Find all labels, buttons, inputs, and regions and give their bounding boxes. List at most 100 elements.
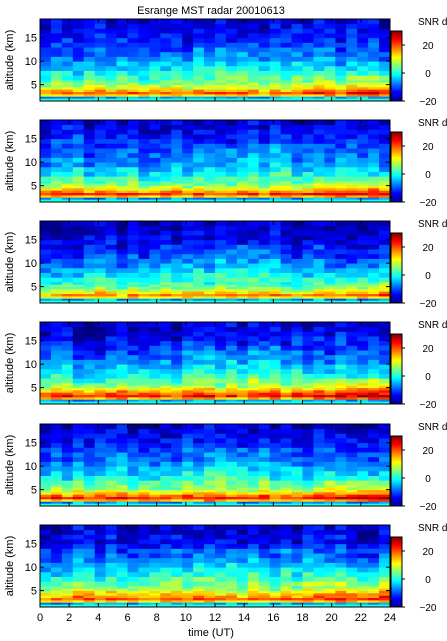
heatmap-cell [291,19,303,25]
heatmap-cell [83,192,96,196]
heatmap-cell [258,56,271,62]
heatmap-cell [204,295,216,299]
heatmap-cell [105,75,117,81]
heatmap-cell [236,91,249,95]
heatmap-cell [40,124,52,130]
heatmap-cell [193,295,205,299]
heatmap-cell [280,456,292,462]
heatmap-cell [160,543,172,549]
heatmap-cell [324,387,336,391]
heatmap-cell [324,86,336,90]
heatmap-cell [346,86,358,90]
heatmap-cell [357,277,369,283]
heatmap-cell [291,187,303,191]
heatmap-cell [171,373,183,379]
heatmap-cell [105,424,117,430]
heatmap-cell [335,442,347,448]
heatmap-cell [324,494,336,498]
heatmap-cell [171,171,183,177]
heatmap-cell [236,389,249,393]
heatmap-cell [357,480,369,486]
heatmap-cell [182,548,194,554]
heatmap-cell [258,548,271,554]
heatmap-cell [83,442,96,448]
heatmap-cell [313,70,325,76]
heatmap-cell [50,480,63,486]
heatmap-cell [50,428,63,434]
heatmap-cell [258,244,271,250]
heatmap-cell [225,221,238,227]
heatmap-cell [236,143,249,149]
heatmap-cell [324,253,336,259]
heatmap-cell [357,194,369,198]
heatmap-cell [40,295,52,299]
heatmap-cell [171,253,183,259]
heatmap-cell [204,534,216,540]
heatmap-cell [368,597,380,601]
heatmap-cell [72,487,85,490]
heatmap-cell [335,235,347,241]
heatmap-cell [324,466,336,472]
heatmap-cell [280,225,292,231]
heatmap-cell [324,258,336,264]
heatmap-cell [72,96,85,100]
heatmap-cell [105,221,117,227]
heatmap-cell [280,585,292,589]
heatmap-cell [204,221,216,227]
heatmap-cell [105,239,117,245]
heatmap-cell [40,86,52,90]
heatmap-cell [379,571,391,577]
heatmap-cell [193,235,205,241]
heatmap-cell [72,599,85,603]
heatmap-cell [127,394,139,398]
heatmap-cell [247,394,260,398]
heatmap-cell [61,28,74,34]
heatmap-cell [182,258,194,264]
heatmap-cell [149,192,161,196]
heatmap-cell [269,171,282,177]
heatmap-cell [291,93,303,97]
heatmap-cell [247,19,260,25]
heatmap-cell [160,295,172,299]
heatmap-cell [83,480,96,486]
heatmap-cell [40,442,52,448]
heatmap-cell [50,373,63,379]
heatmap-cell [236,267,249,273]
heatmap-cell [50,543,63,549]
heatmap-cell [204,392,216,396]
heatmap-cell [160,602,172,606]
heatmap-cell [105,529,117,535]
heatmap-cell [160,345,172,351]
heatmap-cell [335,322,347,328]
heatmap-cell [105,171,117,177]
heatmap-cell [83,272,96,278]
heatmap-cell [247,567,260,573]
heatmap-cell [160,190,172,194]
heatmap-cell [149,491,161,495]
heatmap-cell [193,192,205,196]
heatmap-cell [204,491,216,495]
heatmap-cell [368,590,380,594]
heatmap-cell [247,267,260,273]
heatmap-cell [72,249,85,255]
heatmap-cell [193,543,205,549]
heatmap-cell [258,258,271,264]
heatmap-cell [83,336,96,342]
colorbar-gradient [390,232,403,304]
heatmap-cell [116,197,128,201]
heatmap-cell [346,428,358,434]
heatmap-cell [160,263,172,269]
heatmap-cell [40,562,52,568]
colorbar: SNR dB200−20 [390,523,447,614]
heatmap-cell [94,79,107,83]
heatmap-cell [324,557,336,563]
heatmap-cell [127,588,139,591]
heatmap-cell [302,322,314,328]
heatmap-cell [313,336,325,342]
heatmap-cell [138,293,150,297]
heatmap-cell [116,284,128,287]
heatmap-cell [149,345,161,351]
heatmap-cell [138,75,150,81]
heatmap-cell [335,277,347,283]
heatmap-cell [105,452,117,458]
